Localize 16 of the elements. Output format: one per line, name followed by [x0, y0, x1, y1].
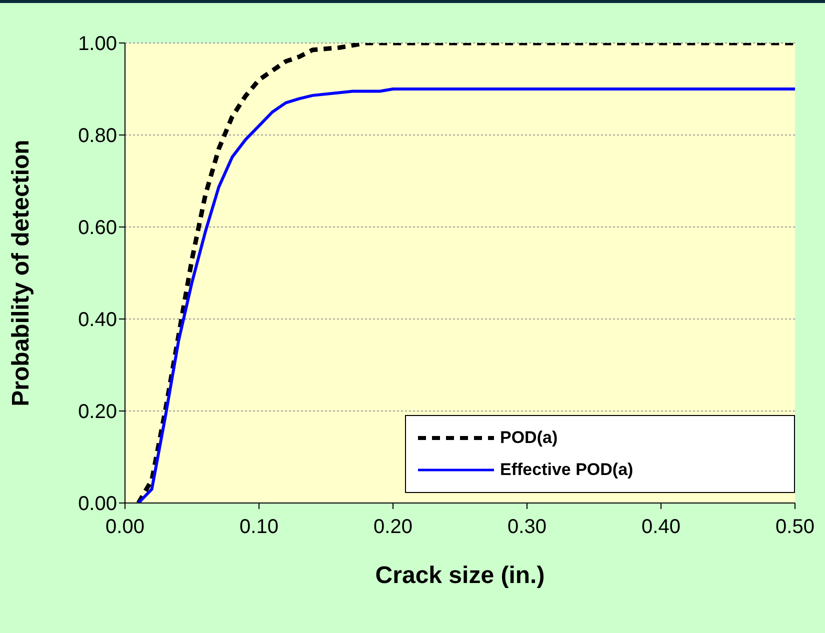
y-tick-label: 0.40	[78, 309, 117, 332]
legend-label: POD(a)	[500, 428, 558, 448]
x-tick-label: 0.10	[240, 516, 278, 538]
x-tick-label: 0.00	[106, 516, 144, 538]
y-axis-title: Probability of detection	[8, 140, 35, 406]
x-axis-title: Crack size (in.)	[375, 562, 545, 589]
x-tick-label: 0.50	[776, 516, 814, 538]
y-tick-label: 0.60	[78, 217, 117, 240]
y-tick-label: 0.80	[78, 125, 117, 148]
x-tick-label: 0.30	[508, 516, 546, 538]
y-tick-label: 0.20	[78, 401, 117, 424]
y-tick-label: 0.00	[78, 493, 117, 516]
legend-label: Effective POD(a)	[500, 460, 634, 480]
x-tick-label: 0.40	[642, 516, 680, 538]
y-tick-label: 1.00	[78, 33, 117, 56]
x-tick-label: 0.20	[374, 516, 412, 538]
